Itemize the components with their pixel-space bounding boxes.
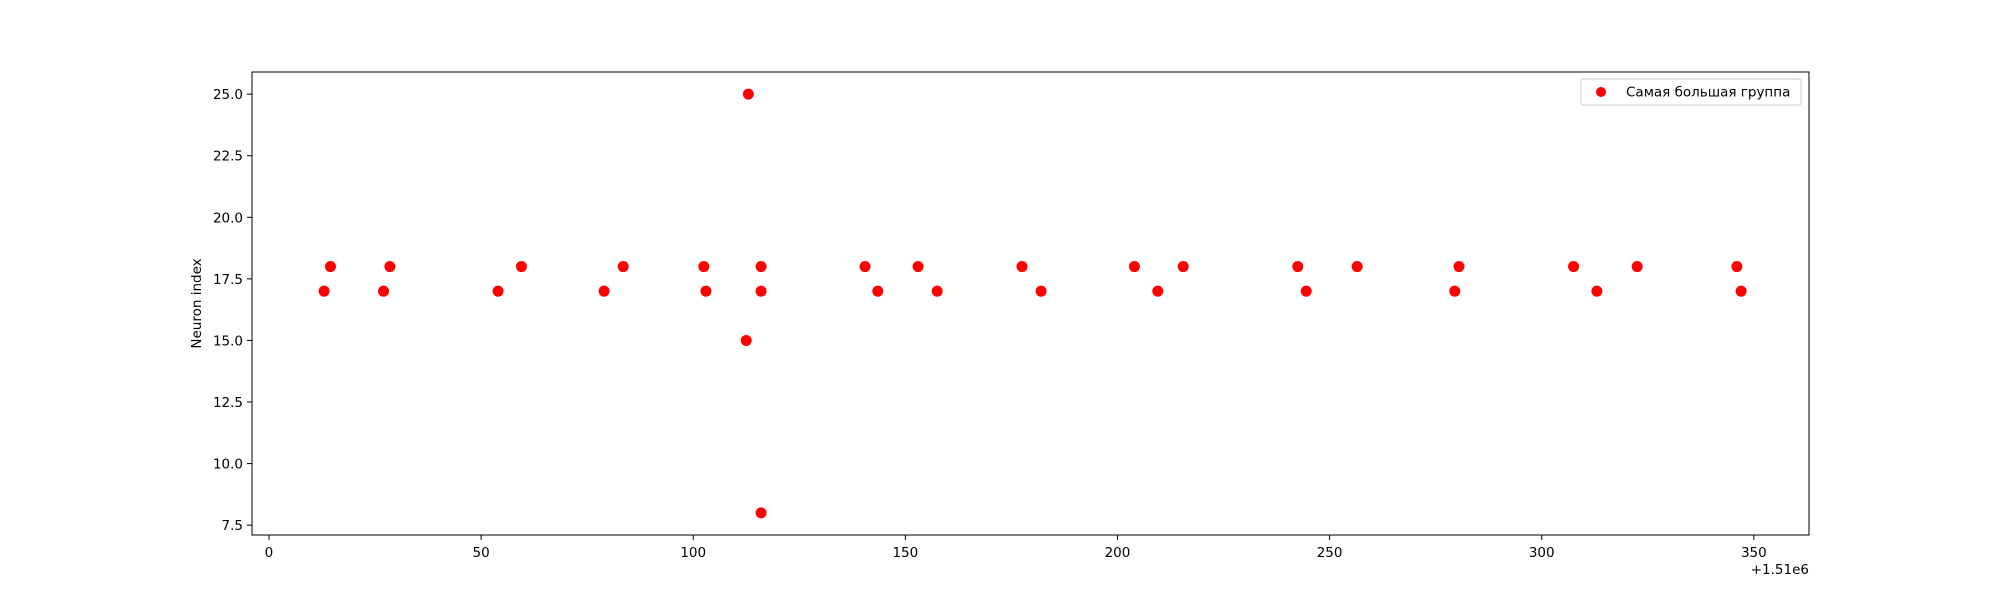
x-tick-label: 300 bbox=[1529, 545, 1555, 561]
legend-entry-label: Самая большая группа bbox=[1626, 85, 1790, 101]
data-point bbox=[1453, 261, 1465, 273]
y-tick-label: 15.0 bbox=[213, 333, 243, 349]
data-point bbox=[1568, 261, 1580, 273]
data-point bbox=[318, 285, 330, 297]
x-tick-label: 250 bbox=[1317, 545, 1343, 561]
data-point bbox=[1731, 261, 1743, 273]
data-point bbox=[492, 285, 504, 297]
data-point bbox=[1351, 261, 1363, 273]
x-tick-label: 0 bbox=[265, 545, 274, 561]
x-axis-offset-label: +1.51e6 bbox=[1751, 562, 1809, 578]
x-tick-label: 150 bbox=[892, 545, 918, 561]
data-point bbox=[755, 261, 767, 273]
data-point bbox=[755, 285, 767, 297]
data-point bbox=[931, 285, 943, 297]
data-point bbox=[324, 261, 336, 273]
data-point bbox=[742, 88, 754, 100]
y-tick-label: 10.0 bbox=[213, 457, 243, 473]
x-tick-label: 350 bbox=[1741, 545, 1767, 561]
x-axis: 0 50 100 150 200 250 300 350 bbox=[265, 535, 1767, 561]
data-point bbox=[1128, 261, 1140, 273]
y-tick-label: 7.5 bbox=[222, 518, 243, 534]
data-point bbox=[378, 285, 390, 297]
y-tick-label: 25.0 bbox=[213, 87, 243, 103]
data-point bbox=[598, 285, 610, 297]
data-point bbox=[1152, 285, 1164, 297]
data-point bbox=[1591, 285, 1603, 297]
data-point bbox=[740, 334, 752, 346]
data-point bbox=[1300, 285, 1312, 297]
y-tick-label: 17.5 bbox=[213, 272, 243, 288]
data-point bbox=[700, 285, 712, 297]
legend: Самая большая группа bbox=[1580, 78, 1802, 106]
data-point bbox=[912, 261, 924, 273]
data-point bbox=[872, 285, 884, 297]
legend-marker bbox=[1596, 87, 1606, 97]
plot-area-frame bbox=[251, 71, 1810, 536]
data-point bbox=[1016, 261, 1028, 273]
x-tick-label: 100 bbox=[680, 545, 706, 561]
data-point bbox=[515, 261, 527, 273]
y-axis: 7.5 10.0 12.5 15.0 17.5 20.0 22.5 25.0 bbox=[213, 87, 252, 534]
data-point bbox=[1631, 261, 1643, 273]
y-axis-label: Neuron index bbox=[189, 258, 205, 348]
data-point bbox=[1292, 261, 1304, 273]
y-tick-label: 12.5 bbox=[213, 395, 243, 411]
data-point bbox=[617, 261, 629, 273]
data-point bbox=[859, 261, 871, 273]
y-tick-label: 20.0 bbox=[213, 210, 243, 226]
y-tick-label: 22.5 bbox=[213, 149, 243, 165]
data-points-layer bbox=[318, 88, 1747, 519]
x-tick-label: 200 bbox=[1105, 545, 1131, 561]
data-point bbox=[1735, 285, 1747, 297]
data-point bbox=[1177, 261, 1189, 273]
data-point bbox=[1449, 285, 1461, 297]
data-point bbox=[384, 261, 396, 273]
data-point bbox=[698, 261, 710, 273]
x-tick-label: 50 bbox=[473, 545, 490, 561]
legend-box bbox=[1580, 78, 1802, 106]
data-point bbox=[755, 507, 767, 519]
data-point bbox=[1035, 285, 1047, 297]
